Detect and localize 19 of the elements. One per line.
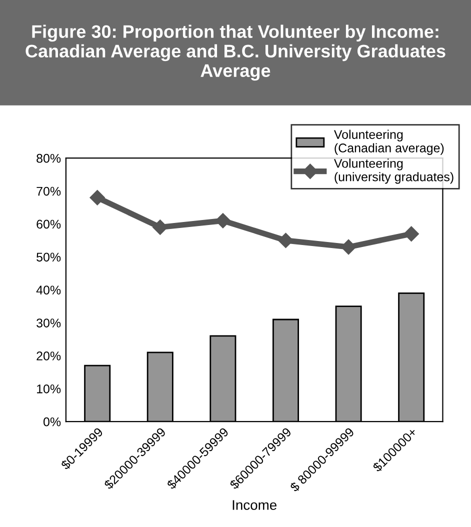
chart-title: Figure 30: Proportion that Volunteer by Income: Canadian Average and B.C. University Graduates Average <box>26 24 446 81</box>
y-tick-label: 60% <box>36 220 61 229</box>
point <box>152 220 168 235</box>
y-tick-label: 20% <box>36 352 61 360</box>
legend-label: Volunteering (university graduates) <box>334 158 454 184</box>
y-tick-label: 30% <box>36 318 61 328</box>
legend-label: Volunteering (Canadian average) <box>334 130 444 155</box>
y-tick-label: 10% <box>37 384 61 394</box>
x-axis-title: Income <box>232 500 276 510</box>
point <box>404 226 419 242</box>
point <box>278 232 294 248</box>
point <box>90 190 105 206</box>
point <box>215 213 231 228</box>
y-tick-label: 40% <box>36 286 61 294</box>
y-tick-label: 80% <box>36 154 61 163</box>
y-tick-label: 70% <box>36 186 61 196</box>
point <box>340 239 356 255</box>
y-tick-label: 0% <box>44 417 61 426</box>
y-tick-label: 50% <box>36 252 61 262</box>
